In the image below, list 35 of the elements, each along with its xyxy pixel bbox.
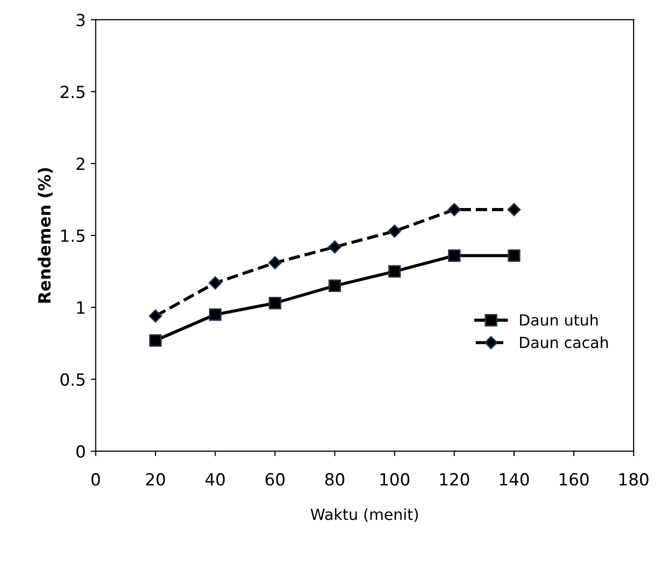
point (508, 249, 520, 262)
point (268, 296, 282, 310)
legend-label: Daun utuh (520, 314, 598, 326)
point (448, 249, 461, 262)
y-tick-label: 0 (76, 445, 85, 458)
x-tick-label: 80 (325, 473, 344, 486)
x-tick-label: 100 (380, 473, 410, 486)
point (148, 309, 162, 323)
x-tick-label: 120 (440, 473, 470, 486)
x-tick-label: 140 (500, 473, 529, 486)
y-tick-label: 0.5 (60, 373, 85, 386)
y-tick-label: 1 (77, 302, 84, 314)
x-tick-label: 60 (266, 473, 284, 486)
y-axis-title: Rendemen (%) (38, 168, 53, 303)
y-tick-label: 2 (76, 158, 84, 170)
point (388, 224, 402, 238)
point (507, 202, 521, 216)
point (388, 265, 401, 278)
point (208, 308, 222, 321)
point (448, 202, 461, 216)
point (328, 240, 342, 254)
point (208, 276, 222, 290)
x-tick-label: 20 (146, 473, 165, 486)
y-tick-label: 2.5 (60, 86, 85, 98)
y-tick-label: 3 (76, 14, 85, 26)
x-tick-label: 0 (91, 473, 100, 486)
x-tick-label: 180 (620, 473, 648, 486)
x-tick-label: 160 (560, 473, 589, 486)
x-axis-title: Waktu (menit) (310, 508, 418, 522)
point (268, 256, 282, 270)
x-tick-label: 40 (205, 473, 225, 486)
point (328, 280, 342, 292)
point (149, 334, 162, 347)
y-tick-label: 1.5 (61, 230, 85, 242)
legend-label: Daun cacah (520, 336, 608, 348)
